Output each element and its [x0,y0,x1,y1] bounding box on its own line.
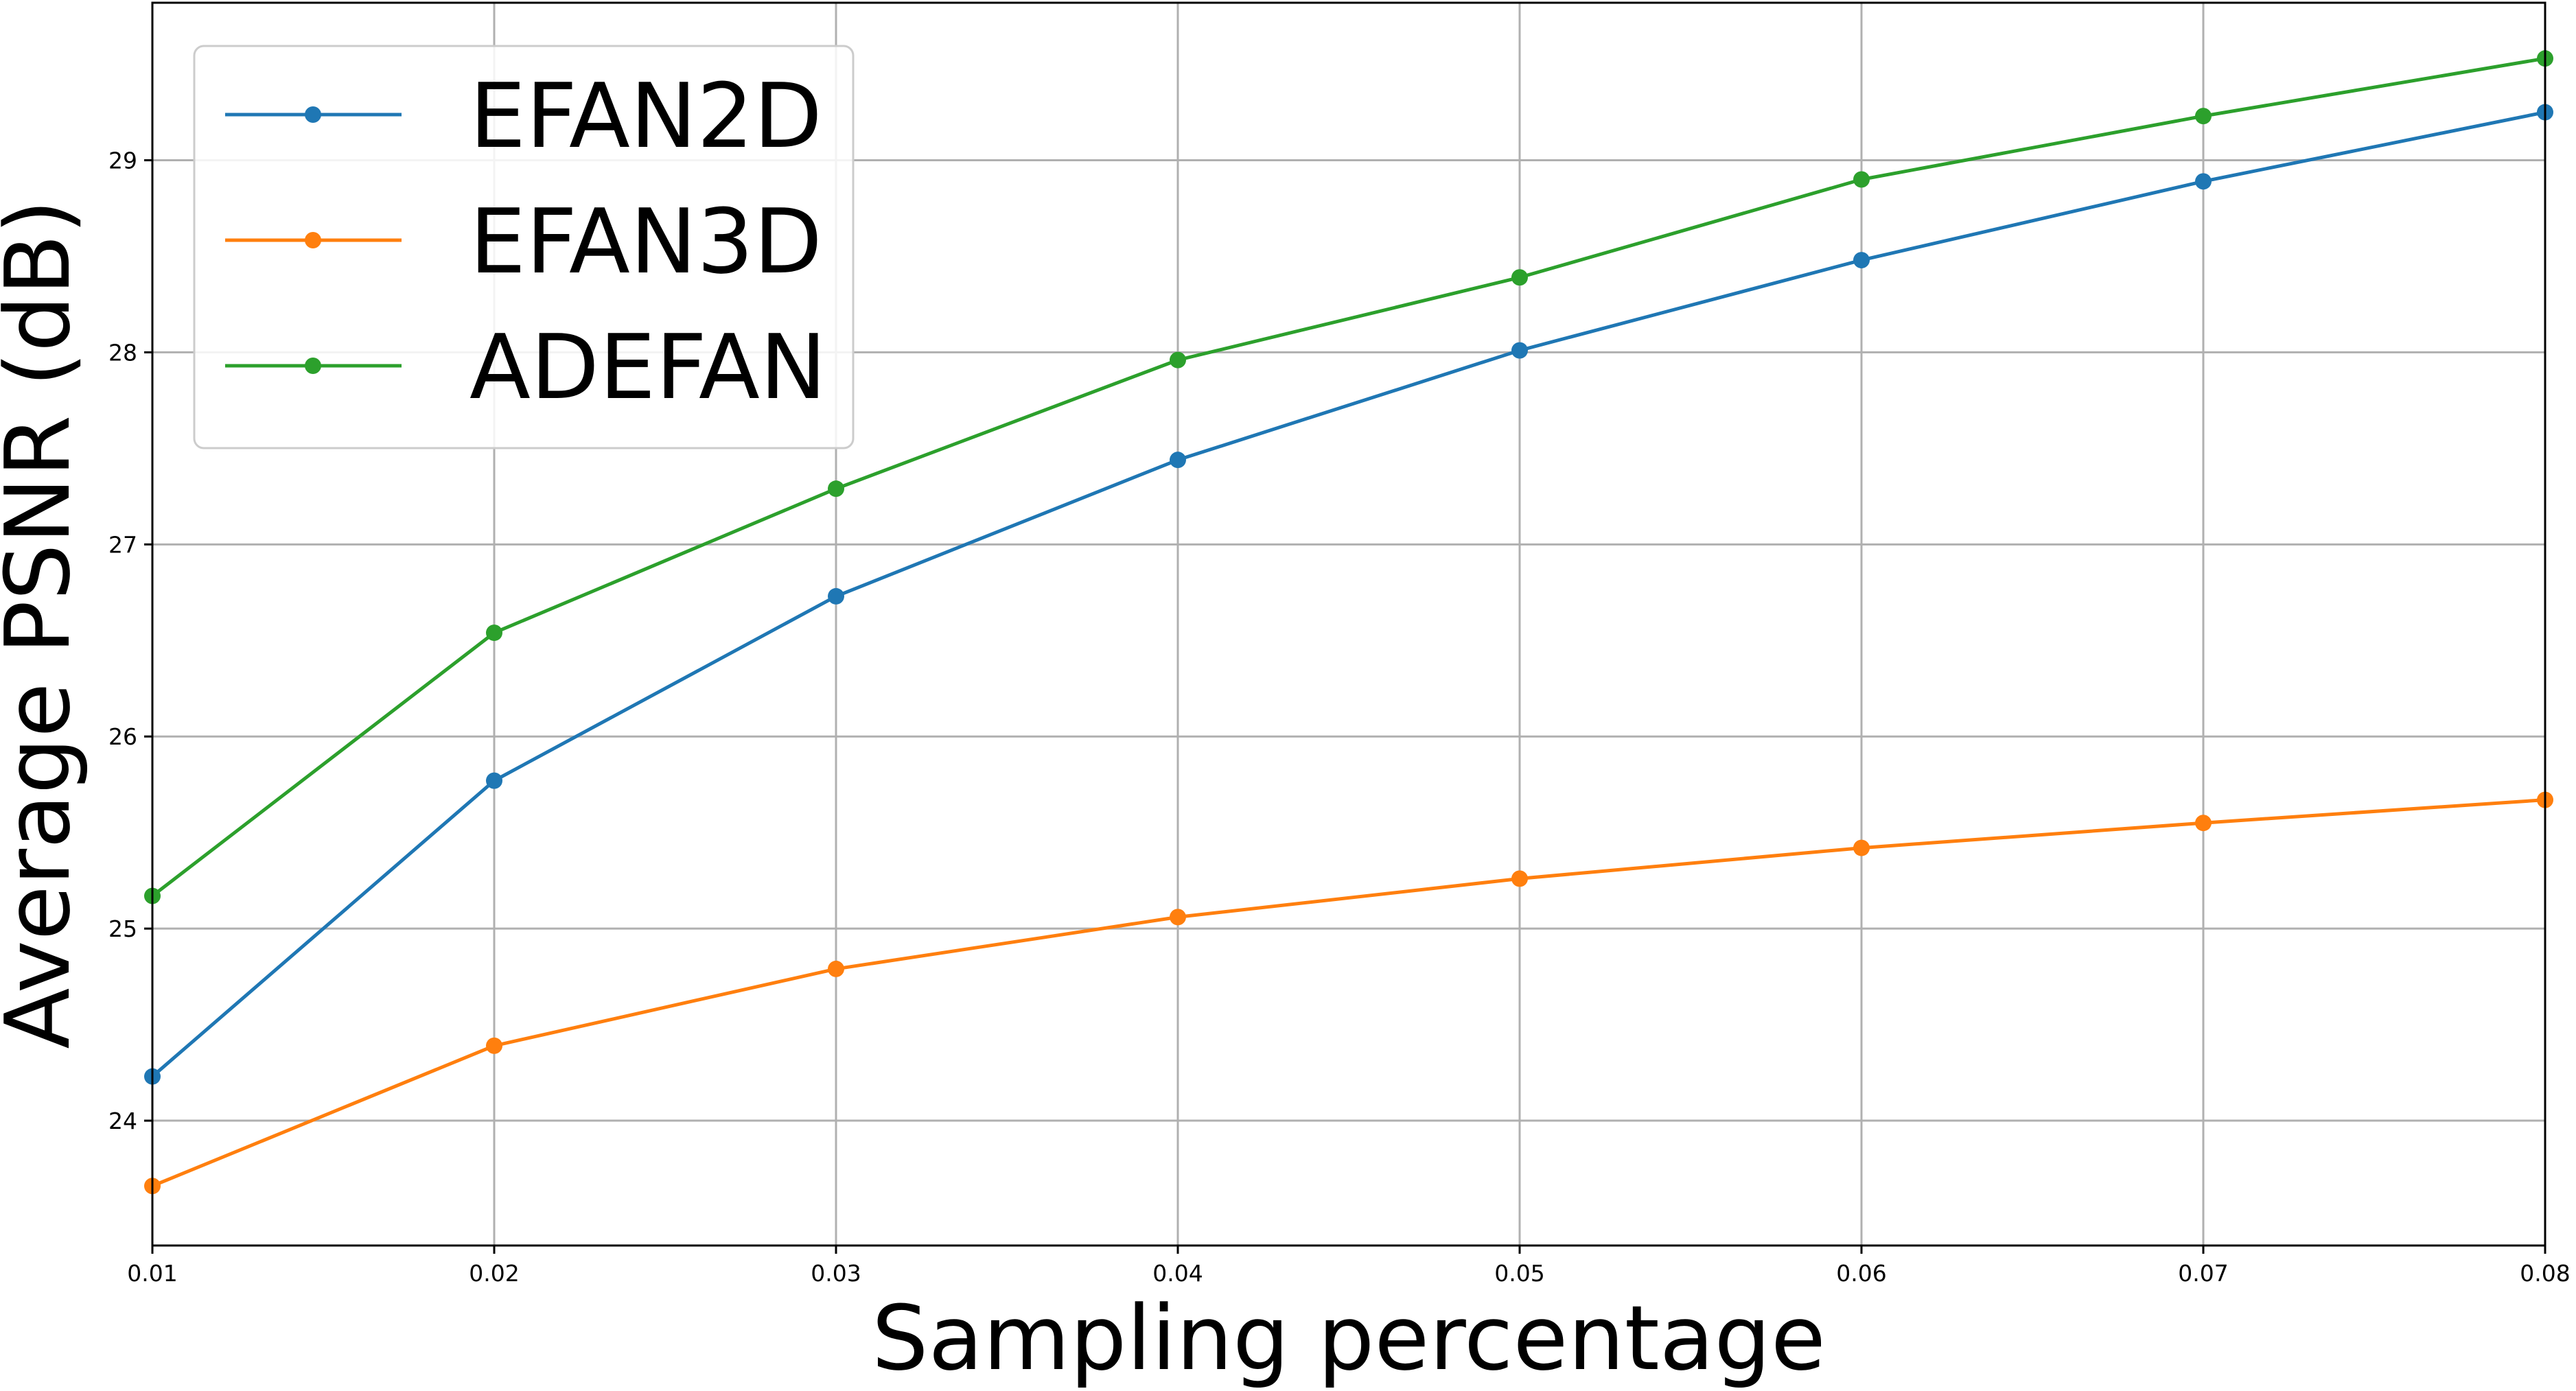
data-point [1170,351,1186,369]
legend: EFAN2D EFAN3D ADEFAN [193,45,855,449]
legend-entry-adefan: ADEFAN [225,315,826,419]
x-tick-label: 0.08 [2520,1260,2570,1287]
x-tick-label: 0.03 [811,1260,861,1287]
data-point [828,480,844,498]
grid [151,3,2546,1246]
legend-box [193,45,855,449]
x-axis-title: Sampling percentage [872,1286,1826,1388]
x-tick-label: 0.01 [127,1260,177,1287]
legend-marker [305,232,321,248]
data-point [1853,171,1870,188]
legend-label: ADEFAN [469,315,826,419]
data-point [2195,815,2212,832]
series-adefan [144,50,2553,904]
legend-label: EFAN3D [469,189,822,294]
data-point [1170,909,1186,926]
series-efan2d [144,104,2553,1085]
data-point [2195,173,2212,190]
y-tick-label: 27 [108,531,137,558]
data-point [1511,342,1528,359]
data-point [828,960,844,977]
series-line [151,110,2546,1078]
x-tick-label: 0.05 [1494,1260,1544,1287]
series-efan3d [144,791,2553,1195]
legend-marker [305,106,321,123]
plot-frame [151,1,2546,1247]
y-tick-label: 25 [108,915,137,942]
x-tick-label: 0.06 [1836,1260,1886,1287]
data-point [486,1037,502,1054]
legend-label: EFAN2D [469,64,822,168]
x-tick-label: 0.07 [2178,1260,2228,1287]
data-point [1170,452,1186,469]
data-point [1853,252,1870,269]
series-line [152,798,2546,1188]
data-point [828,587,844,605]
x-tick-label: 0.04 [1152,1260,1203,1287]
series-line [151,56,2546,898]
y-tick-label: 26 [108,723,137,750]
data-point [2195,108,2212,125]
y-tick-label: 29 [108,148,137,174]
ticks: 0.01 0.02 0.03 0.04 0.05 0.06 0.07 0.08 24 25 26 27… [108,148,2571,1287]
y-tick-label: 24 [108,1108,137,1134]
data-point [1853,839,1870,856]
legend-entry-efan2d: EFAN2D [225,64,822,168]
x-tick-label: 0.02 [469,1260,519,1287]
y-tick-label: 28 [108,339,137,366]
series-layer [144,50,2553,1195]
legend-marker [305,358,321,374]
data-point [1511,870,1528,887]
y-axis-title: Average PSNR (dB) [0,199,90,1049]
data-point [486,624,502,642]
data-point [486,772,502,789]
legend-entry-efan3d: EFAN3D [225,189,822,294]
data-point [1511,269,1528,286]
